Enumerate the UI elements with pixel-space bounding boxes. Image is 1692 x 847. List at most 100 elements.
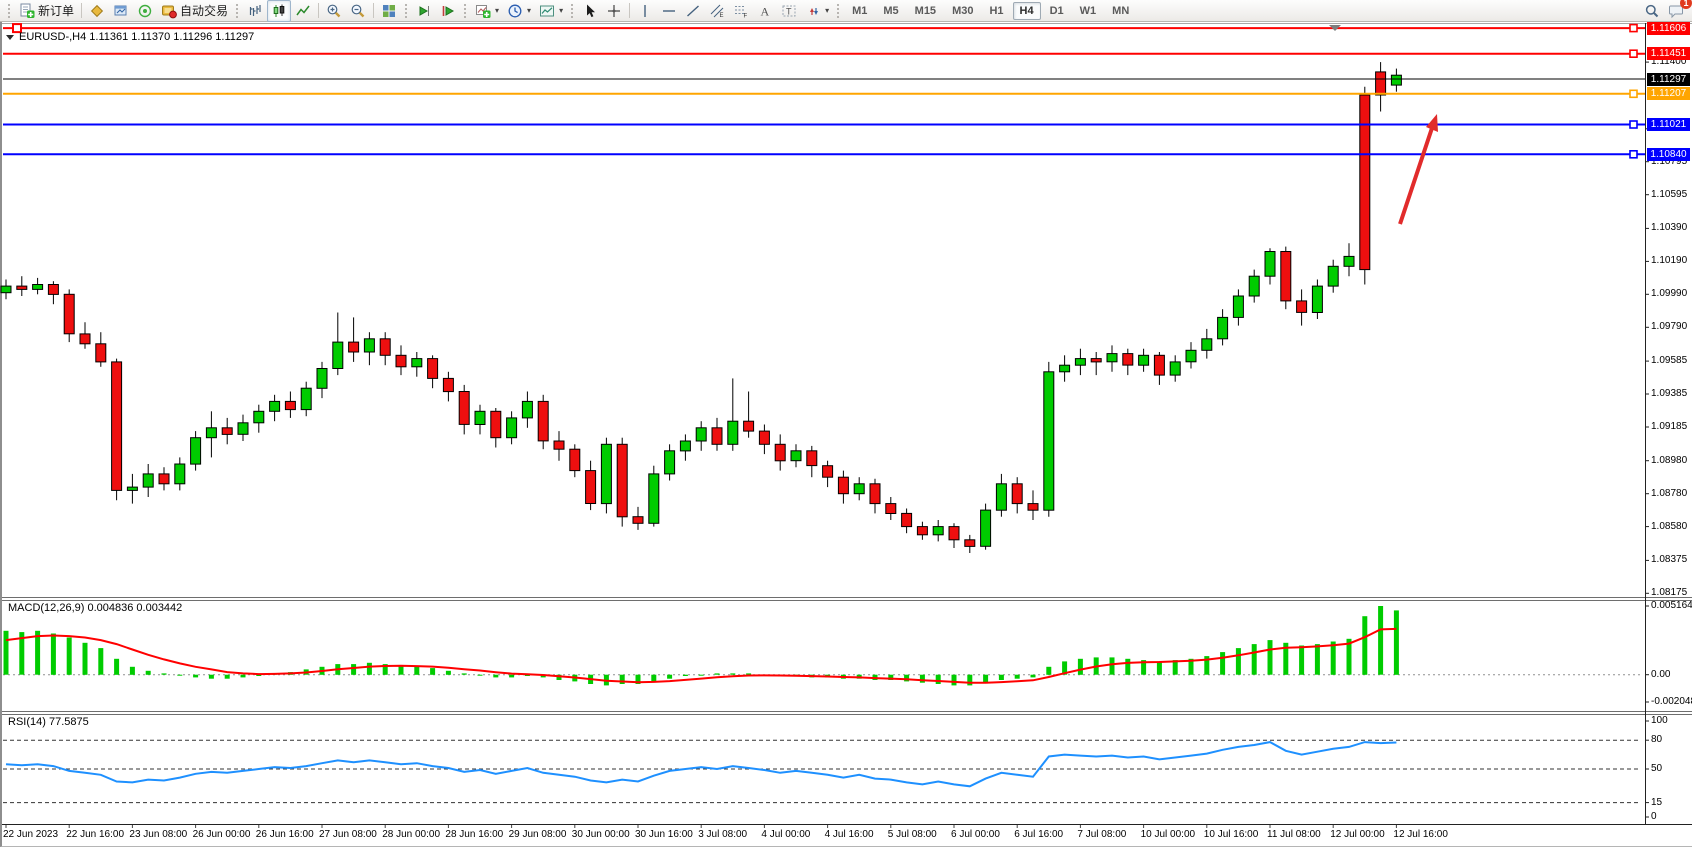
arrows-icon — [805, 3, 821, 19]
autotrading-button[interactable]: 自动交易 — [157, 0, 232, 22]
market-watch-button[interactable] — [85, 0, 109, 22]
timeframe-M15[interactable]: M15 — [914, 4, 937, 17]
toolbar-grip[interactable] — [235, 3, 241, 18]
toolbar-separator — [81, 3, 83, 18]
candle-chart-button[interactable] — [267, 0, 292, 22]
pane-borders — [2, 23, 1692, 825]
signals-icon — [137, 3, 153, 19]
zoom-in-button[interactable] — [322, 0, 346, 22]
periods-button[interactable]: ▾ — [503, 0, 535, 22]
trendline-icon — [685, 3, 701, 19]
macd-pane[interactable] — [3, 600, 1645, 711]
rsi-indicator-label: RSI(14) 77.5875 — [8, 716, 89, 728]
svg-text:E: E — [720, 13, 724, 19]
toolbar-grip[interactable] — [463, 3, 469, 18]
text-icon: A — [757, 3, 773, 19]
tile-windows-button[interactable] — [377, 0, 401, 22]
price-axis[interactable] — [1645, 24, 1692, 824]
text-tool-button[interactable]: A — [753, 0, 777, 22]
timeframe-M5[interactable]: M5 — [883, 4, 899, 17]
one-click-trading-arrow-icon[interactable] — [6, 34, 14, 40]
toolbar-grip[interactable] — [836, 3, 842, 18]
vertical-line-icon — [637, 3, 653, 19]
tile-windows-icon — [381, 3, 397, 19]
chart-title-text: EURUSD-,H4 1.11361 1.11370 1.11296 1.112… — [19, 31, 255, 43]
chevron-down-icon: ▾ — [825, 6, 830, 15]
indicators-icon — [475, 3, 491, 19]
text-label-icon: T — [781, 3, 797, 19]
search-icon — [1644, 3, 1660, 19]
toolbar-grip[interactable] — [404, 3, 410, 18]
signals-button[interactable] — [133, 0, 157, 22]
equidistant-channel-tool-button[interactable]: E — [705, 0, 729, 22]
trendline-tool-button[interactable] — [681, 0, 705, 22]
crosshair-icon — [606, 3, 622, 19]
cursor-icon — [582, 3, 598, 19]
timeframe-D1[interactable]: D1 — [1049, 4, 1064, 17]
candlesticks — [0, 62, 1402, 553]
horizontal-line-objects — [3, 23, 1645, 159]
zoom-out-button[interactable] — [346, 0, 370, 22]
chart-window — [0, 22, 1692, 847]
line-chart-button[interactable] — [291, 0, 315, 22]
bar-chart-button[interactable] — [243, 0, 267, 22]
horizontal-line-tool-button[interactable] — [657, 0, 681, 22]
axis-ticks — [5, 61, 1649, 828]
timeframe-H1[interactable]: H1 — [989, 4, 1004, 17]
autotrading-label: 自动交易 — [180, 4, 229, 18]
horizontal-line-icon — [661, 3, 677, 19]
main-chart-area[interactable] — [3, 24, 1645, 597]
svg-text:A: A — [761, 4, 770, 18]
templates-icon — [539, 3, 555, 19]
timeframe-M1[interactable]: M1 — [852, 4, 868, 17]
macd-indicator-label: MACD(12,26,9) 0.004836 0.003442 — [8, 602, 183, 614]
new-order-button[interactable]: 新订单 — [15, 0, 78, 22]
timeframe-MN[interactable]: MN — [1112, 4, 1130, 17]
indicators-button[interactable]: ▾ — [471, 0, 503, 22]
strategy-tester-button[interactable] — [109, 0, 133, 22]
chart-shift-marker[interactable] — [1329, 25, 1341, 31]
timeframe-H4[interactable]: H4 — [1012, 1, 1041, 20]
equidistant-channel-icon: E — [709, 3, 725, 19]
crosshair-button[interactable] — [602, 0, 626, 22]
chart-shift-button[interactable] — [436, 0, 460, 22]
auto-scroll-button[interactable] — [412, 0, 436, 22]
zoom-in-icon — [326, 3, 342, 19]
strategy-tester-icon — [113, 3, 129, 19]
templates-button[interactable]: ▾ — [535, 0, 567, 22]
bar-chart-icon — [247, 3, 263, 19]
candle-chart-icon — [271, 3, 287, 19]
timeframe-group: M1 M5 M15 M30 H1 H4 D1 W1 MN — [844, 1, 1137, 20]
toolbar-grip[interactable] — [7, 3, 12, 18]
time-axis[interactable] — [3, 824, 1645, 847]
toolbar-separator — [373, 3, 375, 18]
new-order-label: 新订单 — [38, 4, 75, 18]
line-chart-icon — [295, 3, 311, 19]
search-button[interactable] — [1640, 0, 1664, 22]
autotrading-icon — [161, 3, 177, 19]
text-label-tool-button[interactable]: T — [777, 0, 801, 22]
timeframe-W1[interactable]: W1 — [1079, 4, 1097, 17]
vertical-line-tool-button[interactable] — [633, 0, 657, 22]
arrows-tool-button[interactable]: ▾ — [801, 0, 833, 22]
chevron-down-icon: ▾ — [495, 6, 500, 15]
cursor-button[interactable] — [578, 0, 602, 22]
chart-title: EURUSD-,H4 1.11361 1.11370 1.11296 1.112… — [6, 31, 254, 43]
rsi-pane[interactable] — [3, 714, 1645, 824]
toolbar-separator — [629, 3, 631, 18]
toolbar-separator — [318, 3, 320, 18]
notifications-button[interactable]: 1 — [1664, 0, 1692, 22]
chevron-down-icon: ▾ — [559, 6, 564, 15]
auto-scroll-icon — [416, 3, 432, 19]
timeframe-M30[interactable]: M30 — [952, 4, 974, 17]
arrow-annotation — [1398, 114, 1438, 225]
periods-icon — [507, 3, 523, 19]
new-order-icon — [19, 3, 35, 19]
toolbar-grip[interactable] — [570, 3, 576, 18]
fibonacci-tool-button[interactable]: F — [729, 0, 753, 22]
market-watch-icon — [89, 3, 105, 19]
chevron-down-icon: ▾ — [527, 6, 532, 15]
svg-text:F: F — [744, 13, 748, 19]
